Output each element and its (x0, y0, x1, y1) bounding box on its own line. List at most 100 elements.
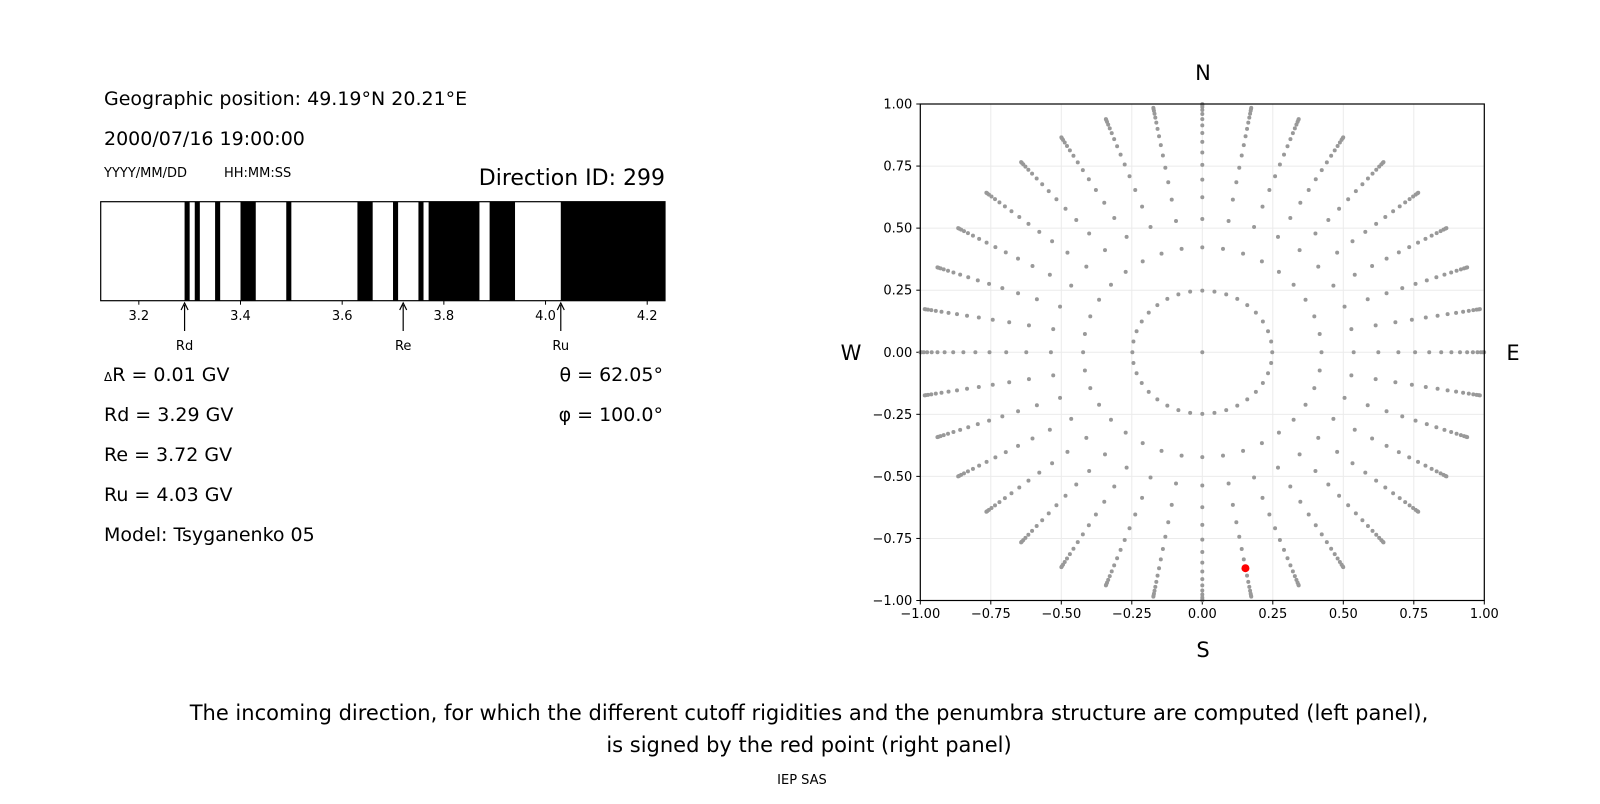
direction-point (1200, 288, 1205, 293)
direction-point (1297, 248, 1302, 253)
direction-point (993, 245, 998, 250)
direction-point (1245, 303, 1250, 308)
arrow-up-icon (180, 301, 189, 311)
direction-point (1009, 491, 1014, 496)
direction-point (1332, 148, 1337, 153)
direction-point (984, 509, 989, 514)
scatter-frame (919, 103, 1485, 602)
direction-point (987, 350, 992, 355)
direction-point (1200, 150, 1205, 155)
direction-point (1383, 215, 1388, 220)
x-tick-label: 4.2 (637, 309, 658, 324)
direction-point (1383, 485, 1388, 490)
x-tick-label: 3.8 (434, 309, 455, 324)
direction-point (1002, 496, 1007, 501)
direction-point (1471, 308, 1476, 313)
direction-point (1097, 297, 1102, 302)
direction-point (1276, 269, 1281, 274)
direction-point (1269, 339, 1274, 344)
direction-point (1423, 463, 1428, 468)
direction-point (1373, 377, 1378, 382)
direction-point (1050, 239, 1055, 244)
direction-point (993, 197, 998, 202)
direction-point (1065, 250, 1070, 255)
direction-point (956, 474, 961, 479)
direction-point (970, 466, 975, 471)
direction-point (1003, 450, 1008, 455)
direction-point (1097, 402, 1102, 407)
direction-point (1241, 448, 1246, 453)
direction-point (1329, 546, 1334, 551)
direction-point (946, 310, 951, 315)
direction-point (1237, 165, 1242, 170)
direction-point (1148, 225, 1153, 230)
direction-point (1477, 393, 1482, 398)
direction-point (1166, 520, 1171, 525)
direction-point (1444, 226, 1449, 231)
direction-point (1026, 323, 1031, 328)
direction-point (929, 350, 934, 355)
direction-point (1288, 137, 1293, 142)
direction-point (1397, 204, 1402, 209)
y-tick-label: −0.75 (872, 532, 912, 547)
direction-point (1103, 117, 1108, 122)
direction-point (1346, 197, 1351, 202)
direction-point (1200, 216, 1205, 221)
arrow-up-icon (399, 301, 408, 311)
delta-r: ΔR = 0.01 GV (104, 364, 229, 386)
direction-point (1115, 556, 1120, 561)
direction-point (1423, 315, 1428, 320)
marker-label-re: Re (395, 339, 411, 354)
direction-point (1249, 594, 1254, 599)
direction-point (1093, 188, 1098, 193)
direction-point (1461, 390, 1466, 395)
direction-point (1317, 368, 1322, 373)
direction-point (1384, 409, 1389, 414)
penumbra-band (428, 201, 480, 301)
direction-point (1285, 144, 1290, 149)
direction-point (990, 317, 995, 322)
direction-point (1051, 373, 1056, 378)
direction-point (1350, 239, 1355, 244)
direction-point (1313, 468, 1318, 473)
direction-point (1296, 583, 1301, 588)
direction-point (1303, 402, 1308, 407)
direction-point (1277, 537, 1282, 542)
direction-point (1127, 526, 1132, 531)
direction-point (1306, 512, 1311, 517)
direction-point (1285, 556, 1290, 561)
direction-point (1298, 200, 1303, 205)
direction-point (1365, 297, 1370, 302)
direction-point (1273, 526, 1278, 531)
direction-point (1245, 397, 1250, 402)
direction-point (1153, 115, 1158, 120)
rd-value: Rd = 3.29 GV (104, 404, 233, 426)
direction-point (1017, 485, 1022, 490)
date-format-label: YYYY/MM/DD (103, 166, 187, 181)
direction-point (1063, 206, 1068, 211)
direction-point (1319, 532, 1324, 537)
direction-point (1200, 588, 1205, 593)
direction-point (1007, 380, 1012, 385)
direction-point (987, 418, 992, 423)
direction-point (975, 278, 980, 283)
direction-point (956, 226, 961, 231)
direction-point (976, 315, 981, 320)
direction-point (1200, 350, 1205, 355)
direction-point (1212, 289, 1217, 294)
direction-point (1146, 310, 1151, 315)
direction-point (1037, 470, 1042, 475)
direction-point (1160, 546, 1165, 551)
direction-point (1030, 436, 1035, 441)
direction-point (1471, 392, 1476, 397)
direction-point (1413, 418, 1418, 423)
arrow-up-icon (556, 301, 565, 311)
direction-point (1200, 139, 1205, 144)
direction-point (1331, 283, 1336, 288)
x-tick-label: 4.0 (535, 309, 556, 324)
direction-point (1151, 594, 1156, 599)
direction-point (1360, 518, 1365, 523)
direction-point (1002, 204, 1007, 209)
direction-point (1413, 350, 1418, 355)
